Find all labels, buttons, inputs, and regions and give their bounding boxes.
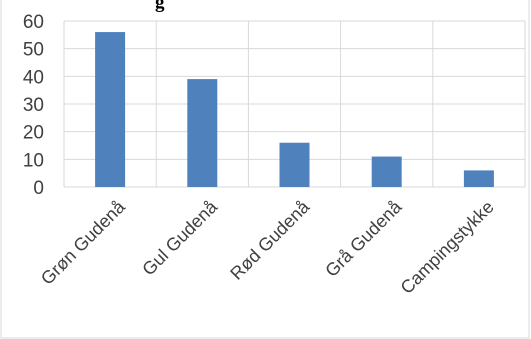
- y-tick-label: 60: [23, 12, 44, 33]
- y-tick-label: 50: [23, 40, 44, 61]
- x-axis-ticks: Grøn Gudenå Gul Gudenå Rød Gudenå Grå Guden…: [37, 196, 498, 298]
- y-axis-ticks: 0 10 20 30 40 50 60: [23, 12, 44, 199]
- x-tick-label: Rød Gudenå: [226, 196, 314, 284]
- y-tick-label: 20: [23, 123, 44, 144]
- y-tick-label: 0: [33, 178, 44, 199]
- bar-3: [371, 156, 402, 187]
- bars: [95, 32, 494, 187]
- bar-0: [95, 32, 126, 187]
- chart-title-fragment: g: [155, 0, 165, 13]
- x-tick-label: Grøn Gudenå: [37, 196, 130, 289]
- y-tick-label: 30: [23, 95, 44, 116]
- y-tick-label: 10: [23, 150, 44, 171]
- gridlines: [63, 20, 526, 188]
- bar-4: [463, 170, 494, 187]
- x-tick-label: Gul Gudenå: [138, 196, 221, 279]
- x-tick-label: Grå Gudenå: [321, 196, 406, 281]
- bar-1: [187, 79, 218, 187]
- bar-2: [279, 142, 310, 187]
- y-tick-label: 40: [23, 67, 44, 88]
- x-tick-label: Campingstykke: [397, 197, 498, 298]
